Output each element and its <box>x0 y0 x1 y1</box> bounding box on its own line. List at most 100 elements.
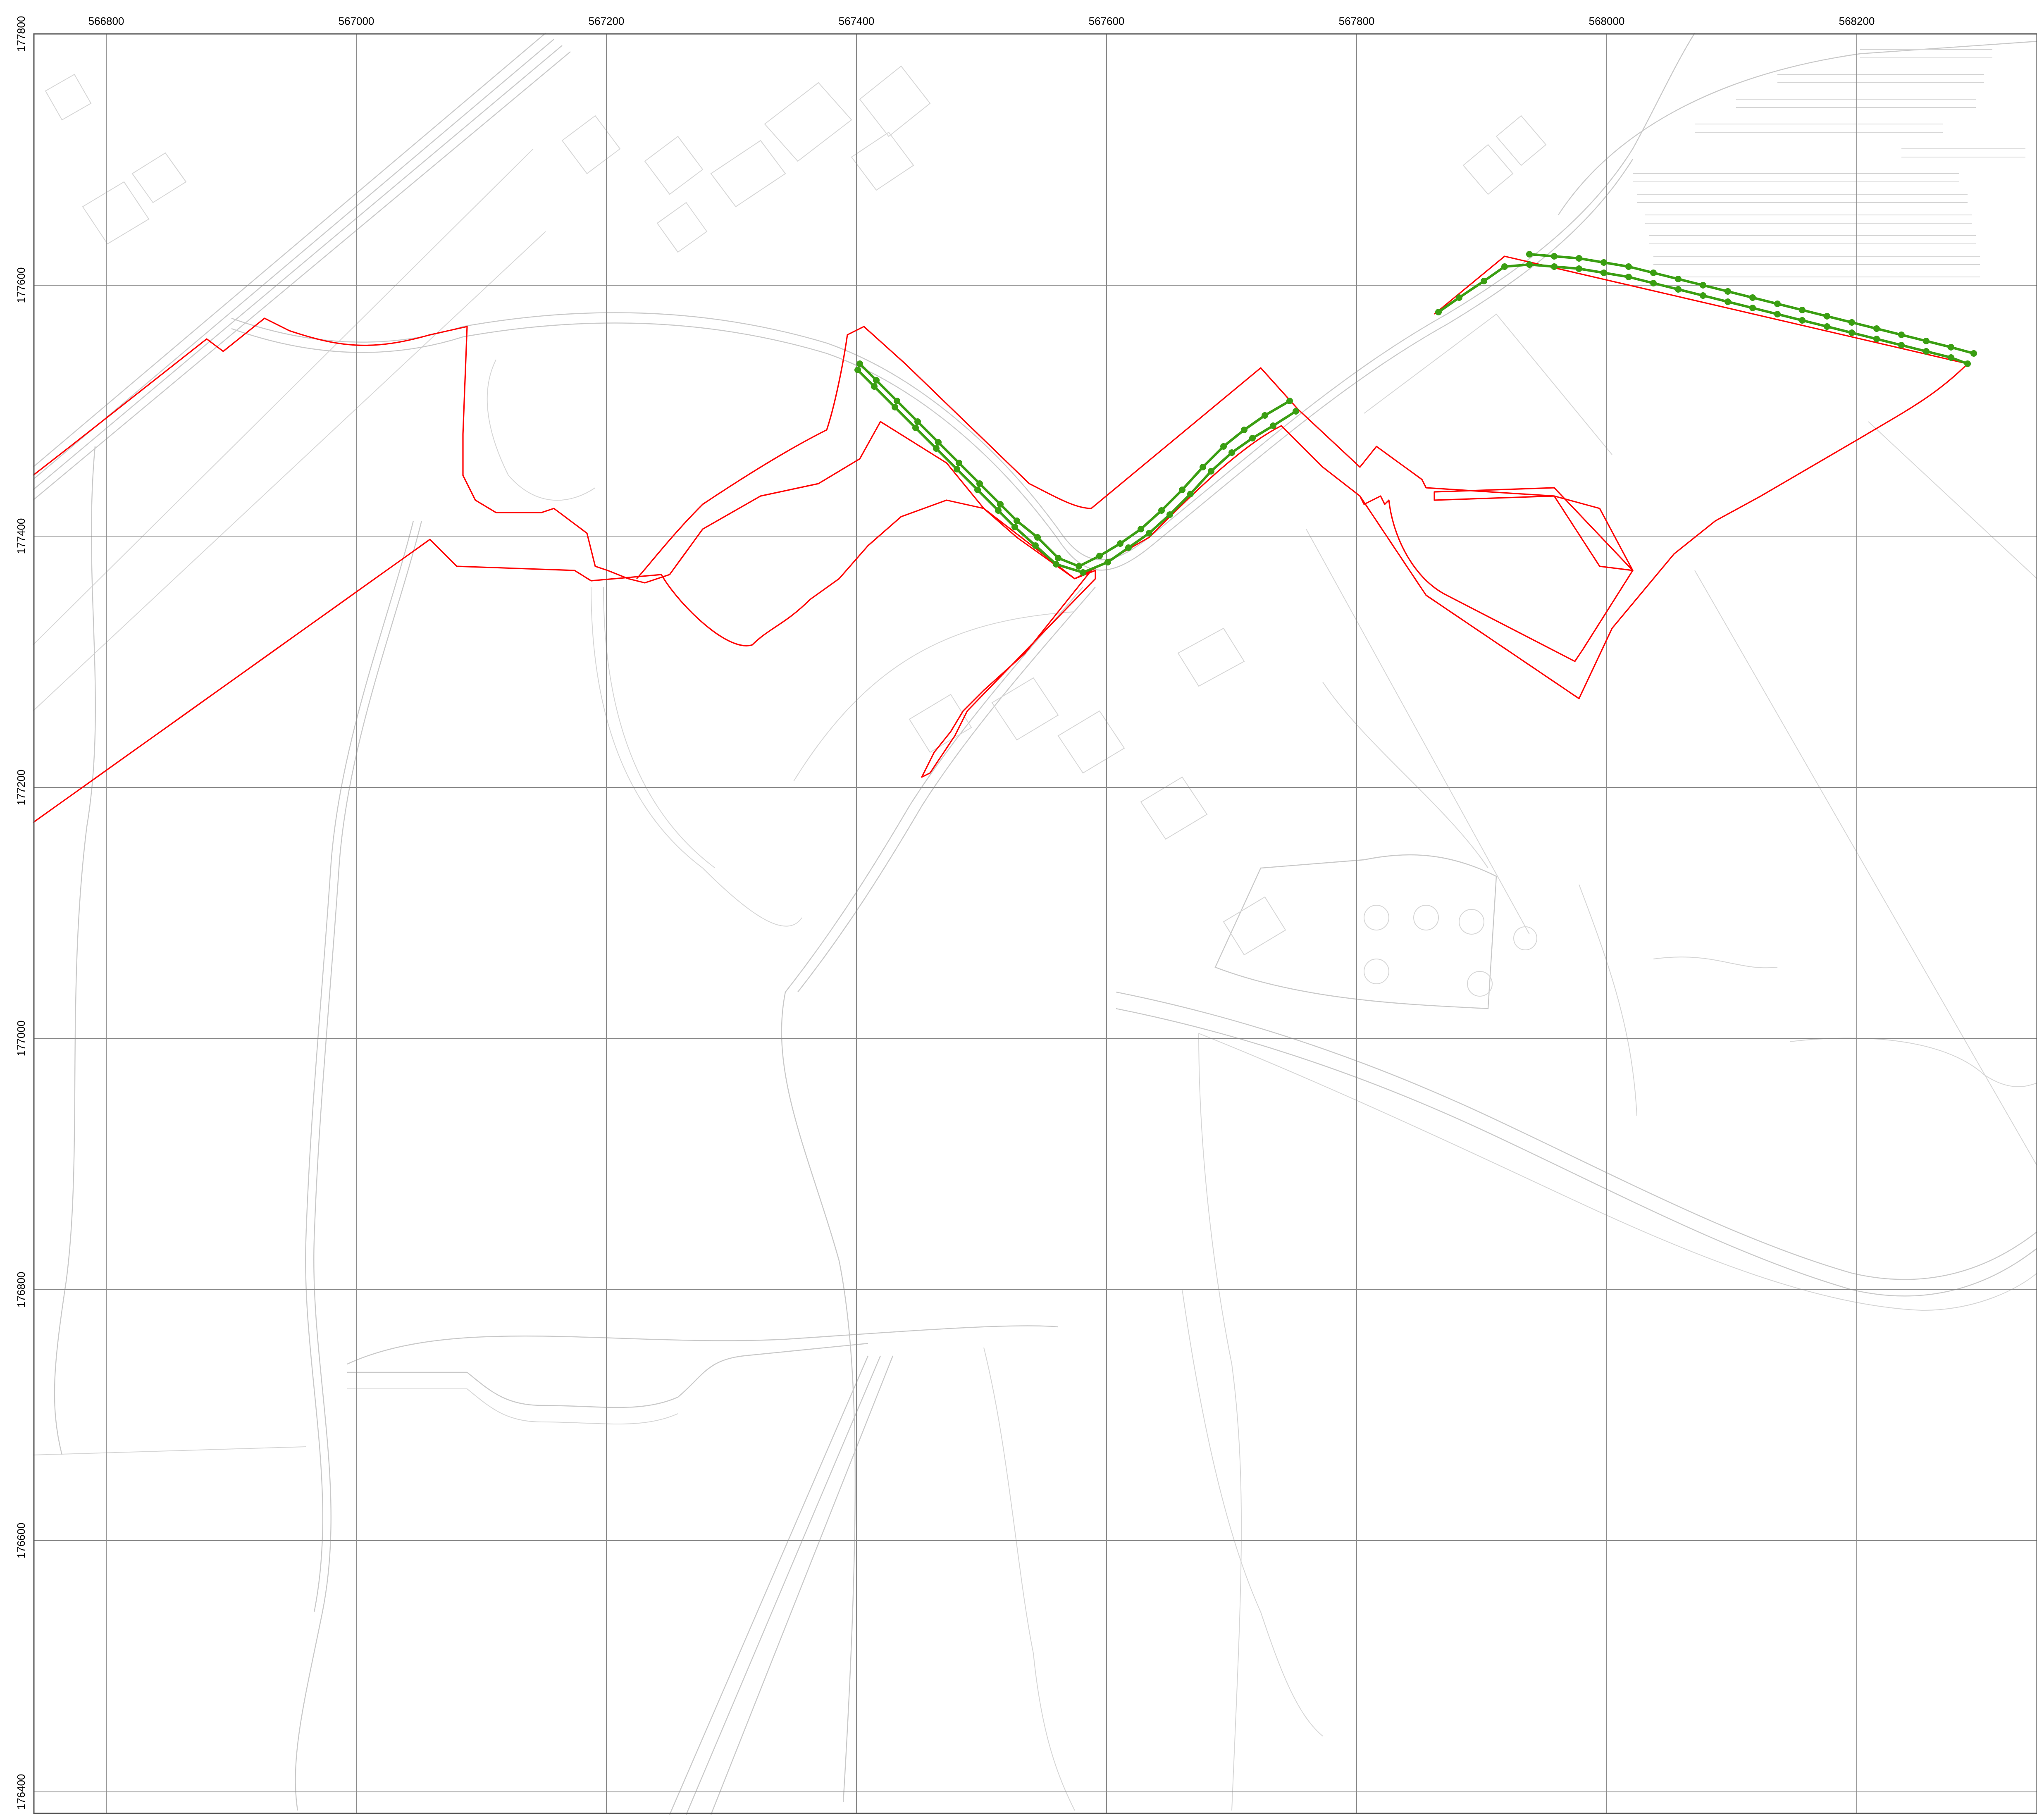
field-boundary <box>1322 682 1488 868</box>
route-vertex <box>1774 311 1781 317</box>
drain <box>54 446 96 1455</box>
route-vertex <box>1799 317 1806 324</box>
route-vertex <box>956 460 962 466</box>
route-vertex <box>1187 491 1194 497</box>
route-vertex <box>1146 530 1152 537</box>
route-vertex <box>1700 292 1706 299</box>
route-vertex <box>976 480 983 487</box>
track <box>669 1355 869 1815</box>
footpath <box>1694 570 2037 1166</box>
easting-tick-label: 568200 <box>1839 15 1875 27</box>
route-vertex <box>1576 255 1582 262</box>
route-vertex <box>1501 263 1508 270</box>
railway-line <box>33 45 563 490</box>
river-bank <box>1789 1038 2037 1087</box>
railway-line <box>33 39 554 480</box>
easting-tick-label: 568000 <box>1589 15 1625 27</box>
field-boundary <box>487 359 596 501</box>
route-vertex <box>1551 263 1558 270</box>
track <box>983 1347 1075 1811</box>
route-vertex <box>1076 563 1082 570</box>
route-line <box>1014 410 1297 574</box>
route-vertex <box>1179 487 1185 493</box>
site-boundary-east-inner <box>1434 487 1634 571</box>
route-vertex <box>1898 342 1905 348</box>
route-vertex <box>1551 253 1558 260</box>
track <box>685 1355 881 1815</box>
route-vertex <box>1700 282 1706 289</box>
route-vertex <box>1435 309 1442 315</box>
route-vertex <box>1249 435 1256 441</box>
basemap-layer <box>33 33 2037 1815</box>
route-vertex <box>894 398 900 404</box>
footpath <box>1306 529 1530 935</box>
field-boundary <box>347 1325 1059 1365</box>
route-vertex <box>1849 319 1855 326</box>
route-vertex <box>1625 263 1632 270</box>
road <box>781 587 1083 1803</box>
site-boundary-west <box>33 317 1096 823</box>
route-vertex <box>1774 301 1781 307</box>
route-vertex <box>1625 274 1632 280</box>
easting-tick-labels: 566800 567000 567200 567400 567600 567800 5680… <box>88 15 1875 27</box>
route-vertex <box>1873 325 1880 332</box>
northing-tick-label: 177800 <box>15 16 27 52</box>
railway-line <box>33 231 546 711</box>
buildings <box>45 65 1547 253</box>
route-vertex <box>1898 332 1905 338</box>
easting-tick-label: 567200 <box>589 15 625 27</box>
site-boundary-east <box>1359 255 1968 699</box>
field-boundary <box>33 1446 306 1455</box>
northing-tick-label: 176400 <box>15 1774 27 1810</box>
route-vertex <box>1055 555 1061 561</box>
northing-tick-label: 177600 <box>15 267 27 303</box>
route-vertex <box>892 404 898 410</box>
route-vertex <box>871 383 878 390</box>
drain <box>305 520 414 1612</box>
track <box>710 1355 894 1815</box>
northing-tick-label: 177400 <box>15 518 27 554</box>
route-vertex <box>1576 265 1582 272</box>
route-vertex <box>1014 518 1020 524</box>
route-vertex <box>1270 422 1276 429</box>
route-line <box>1528 253 1975 355</box>
route-vertex <box>1080 569 1086 576</box>
route-vertex <box>1923 348 1930 355</box>
northing-tick-label: 176800 <box>15 1272 27 1308</box>
route-vertex <box>1923 338 1930 344</box>
easting-tick-label: 566800 <box>88 15 124 27</box>
route-vertex <box>933 445 940 452</box>
easting-tick-label: 567400 <box>839 15 875 27</box>
route-vertex <box>1220 443 1227 450</box>
site-boundary-layer <box>33 255 1968 823</box>
track <box>1198 1033 1242 1811</box>
drain <box>295 520 422 1811</box>
treatment-works <box>909 627 1537 1009</box>
route-vertex <box>1053 561 1059 568</box>
route-vertex <box>1032 542 1039 549</box>
route-vertex <box>995 507 1002 514</box>
route-vertex <box>1964 360 1971 367</box>
route-vertex <box>1481 278 1487 284</box>
river-bank <box>1198 1033 2037 1311</box>
road <box>231 159 1634 571</box>
route-vertex <box>1293 408 1299 415</box>
industrial-sheds <box>1633 49 2025 286</box>
route-vertex <box>1675 286 1682 293</box>
route-vertex <box>1650 280 1657 286</box>
road <box>797 587 1096 992</box>
route-vertex <box>1725 298 1731 305</box>
railway-line <box>33 148 534 645</box>
site-boundary-central <box>636 326 1634 662</box>
route-vertex <box>1849 329 1855 336</box>
road <box>231 33 1696 561</box>
route-vertex <box>1526 261 1533 268</box>
route-layer <box>854 251 1977 576</box>
coordinate-grid <box>34 33 2037 1813</box>
northing-tick-labels: 177800 177600 177400 177200 177000 176800 1766… <box>15 16 27 1810</box>
route-vertex <box>1675 276 1682 282</box>
northing-tick-label: 177000 <box>15 1021 27 1057</box>
field-boundary <box>793 611 1075 782</box>
